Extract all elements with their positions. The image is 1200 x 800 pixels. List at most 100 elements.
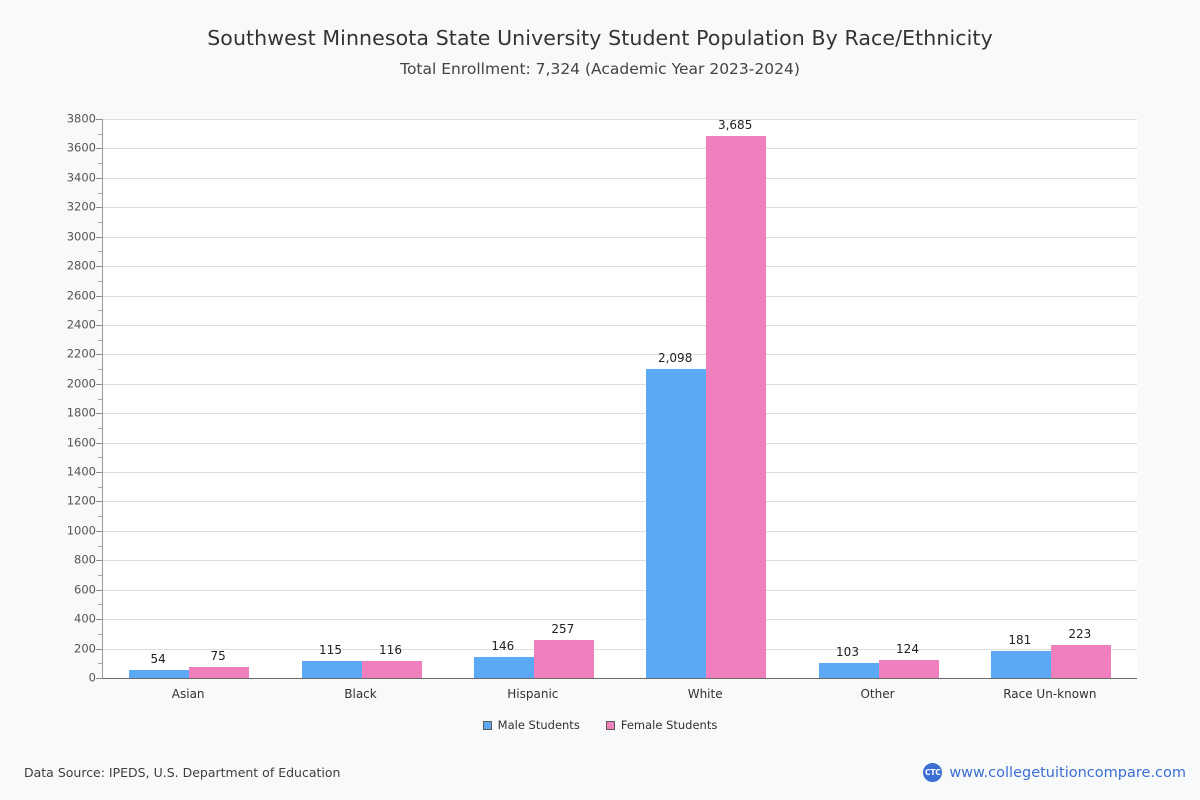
y-axis-minor-tick-mark xyxy=(98,427,102,429)
y-axis-minor-tick-mark xyxy=(98,457,102,459)
bar-race-un-known-male[interactable] xyxy=(990,651,1051,678)
bar-other-male[interactable] xyxy=(818,662,879,678)
y-axis-tick-mark xyxy=(96,678,102,679)
gridline xyxy=(103,530,1137,532)
bar-asian-female[interactable] xyxy=(189,666,250,678)
bar-black-female[interactable] xyxy=(361,660,422,678)
y-axis-tick-label: 1200 xyxy=(66,493,96,508)
y-axis-tick-mark xyxy=(96,236,102,238)
legend-item-female[interactable]: Female Students xyxy=(605,718,718,732)
y-axis-tick-label: 1600 xyxy=(66,434,96,449)
bar-race-un-known-female[interactable] xyxy=(1050,645,1111,678)
y-axis-minor-tick-mark xyxy=(98,339,102,341)
y-axis-tick-label: 2600 xyxy=(66,287,96,302)
x-axis-tick-label-asian: Asian xyxy=(171,687,205,701)
chart-legend: Male Students Female Students xyxy=(0,718,1200,732)
bar-asian-male[interactable] xyxy=(129,670,190,678)
gridline xyxy=(103,501,1137,503)
gridline xyxy=(103,354,1137,356)
gridline xyxy=(103,472,1137,474)
gridline xyxy=(103,119,1137,120)
y-axis-tick-mark xyxy=(96,442,102,444)
bar-value-label: 115 xyxy=(319,643,342,658)
y-axis-tick-label: 600 xyxy=(74,581,96,596)
brand-footer[interactable]: CTC www.collegetuitioncompare.com xyxy=(923,763,1186,782)
ctc-logo-icon: CTC xyxy=(923,763,943,782)
gridline xyxy=(103,148,1137,150)
gridline xyxy=(103,619,1137,621)
bar-hispanic-female[interactable] xyxy=(533,640,594,678)
y-axis-minor-tick-mark xyxy=(98,163,102,165)
y-axis-tick-mark xyxy=(96,589,102,591)
y-axis-tick-mark xyxy=(96,207,102,209)
gridline xyxy=(103,648,1137,650)
bar-value-label: 3,685 xyxy=(717,117,753,132)
bar-black-male[interactable] xyxy=(301,661,362,678)
chart-title: Southwest Minnesota State University Stu… xyxy=(207,26,993,50)
bar-value-label: 2,098 xyxy=(657,351,693,366)
legend-label: Male Students xyxy=(497,718,580,732)
y-axis-tick-mark xyxy=(96,148,102,150)
y-axis-tick-mark xyxy=(96,560,102,562)
brand-url-link[interactable]: www.collegetuitioncompare.com xyxy=(949,764,1186,781)
bar-hispanic-male[interactable] xyxy=(473,656,534,678)
bar-value-label: 75 xyxy=(210,648,226,663)
plot-area xyxy=(102,119,1137,679)
gridline xyxy=(103,442,1137,444)
chart-subtitle: Total Enrollment: 7,324 (Academic Year 2… xyxy=(400,60,800,78)
bar-value-label: 257 xyxy=(551,622,575,637)
y-axis-tick-mark xyxy=(96,501,102,503)
y-axis-tick-label: 1800 xyxy=(66,405,96,420)
y-axis-minor-tick-mark xyxy=(98,516,102,518)
y-axis-tick-mark xyxy=(96,295,102,297)
y-axis-tick-mark xyxy=(96,472,102,474)
y-axis-minor-tick-mark xyxy=(98,133,102,135)
legend-swatch-icon xyxy=(605,720,615,730)
x-axis-tick-label-other: Other xyxy=(860,687,895,701)
bar-value-label: 54 xyxy=(150,652,166,667)
y-axis-minor-tick-mark xyxy=(98,280,102,282)
legend-item-male[interactable]: Male Students xyxy=(482,718,580,732)
y-axis-tick-mark xyxy=(96,413,102,415)
gridline xyxy=(103,295,1137,297)
y-axis-tick-mark xyxy=(96,383,102,385)
y-axis-tick-label: 400 xyxy=(74,611,96,626)
gridline xyxy=(103,324,1137,326)
gridline xyxy=(103,177,1137,179)
gridline xyxy=(103,560,1137,562)
y-axis-tick-mark xyxy=(96,648,102,650)
y-axis-tick-mark xyxy=(96,324,102,326)
y-axis-minor-tick-mark xyxy=(98,221,102,223)
y-axis-tick-label: 1000 xyxy=(66,523,96,538)
y-axis-minor-tick-mark xyxy=(98,398,102,400)
bar-value-label: 146 xyxy=(491,638,515,653)
y-axis-tick-label: 3600 xyxy=(66,140,96,155)
y-axis-tick-label: 2400 xyxy=(66,317,96,332)
y-axis-tick-label: 2000 xyxy=(66,376,96,391)
legend-label: Female Students xyxy=(620,718,718,732)
y-axis-minor-tick-mark xyxy=(98,545,102,547)
bar-value-label: 116 xyxy=(379,642,402,657)
data-source-note: Data Source: IPEDS, U.S. Department of E… xyxy=(24,765,341,780)
bar-white-male[interactable] xyxy=(646,369,707,678)
gridline xyxy=(103,383,1137,385)
y-axis-tick-label: 0 xyxy=(88,670,96,685)
y-axis-minor-tick-mark xyxy=(98,604,102,606)
bar-value-label: 223 xyxy=(1068,627,1092,642)
bar-other-female[interactable] xyxy=(878,659,939,678)
y-axis-minor-tick-mark xyxy=(98,251,102,253)
y-axis-tick-label: 1400 xyxy=(66,464,96,479)
x-axis-tick-label-hispanic: Hispanic xyxy=(507,687,559,701)
y-axis-tick-label: 800 xyxy=(74,552,96,567)
legend-swatch-icon xyxy=(482,720,492,730)
y-axis-tick-label: 3800 xyxy=(66,111,96,126)
y-axis-minor-tick-mark xyxy=(98,633,102,635)
y-axis-minor-tick-mark xyxy=(98,369,102,371)
y-axis-tick-label: 2800 xyxy=(66,258,96,273)
x-axis-tick-label-black: Black xyxy=(344,687,377,701)
gridline xyxy=(103,207,1137,209)
bar-white-female[interactable] xyxy=(706,135,767,678)
gridline xyxy=(103,236,1137,238)
gridline xyxy=(103,266,1137,268)
